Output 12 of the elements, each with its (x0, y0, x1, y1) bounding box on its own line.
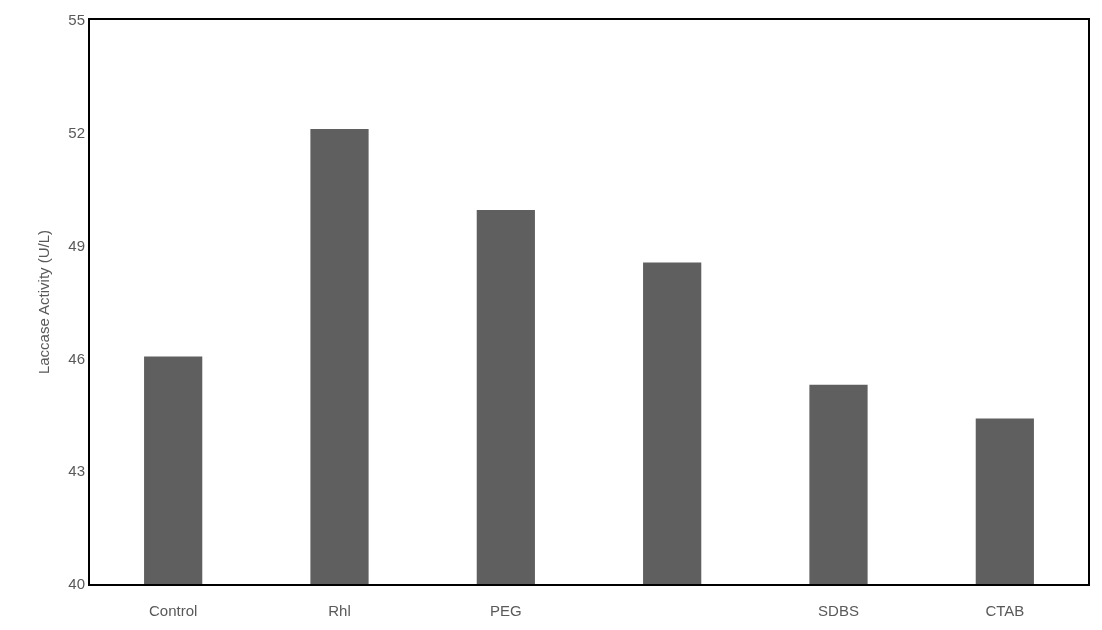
x-tick-label: CTAB (985, 602, 1025, 619)
y-tick-label: 43 (68, 462, 85, 480)
y-tick-label: 40 (68, 575, 85, 593)
x-tick-label: PEG (489, 602, 522, 619)
y-tick-label: 49 (68, 236, 85, 254)
x-tick-label: Control (148, 602, 198, 619)
x-tick-label: Rhl (328, 602, 351, 619)
y-tick-label: 52 (68, 124, 85, 142)
y-tick-label: 55 (68, 11, 85, 29)
y-tick-label: 46 (68, 349, 85, 367)
x-tick-label: SDBS (818, 602, 859, 619)
y-axis-title: Laccase Activity (U/L) (35, 229, 52, 375)
